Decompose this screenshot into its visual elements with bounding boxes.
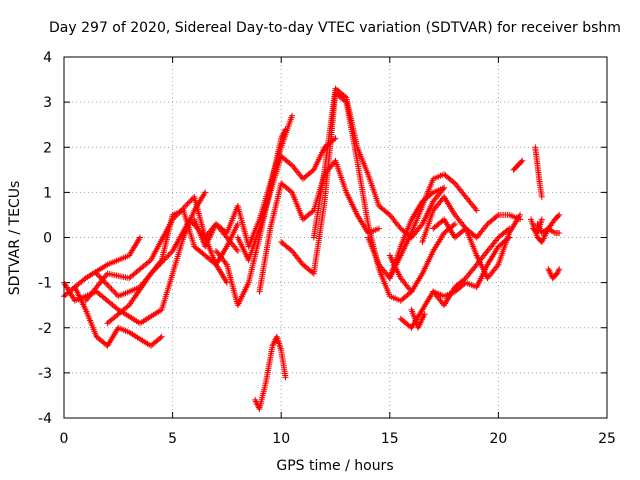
chart-title: Day 297 of 2020, Sidereal Day-to-day VTE… [49, 20, 621, 36]
series-markers-5 [104, 216, 241, 327]
grid-lines [64, 57, 607, 418]
series-markers-18 [419, 193, 524, 245]
y-tick-label-5: 1 [43, 185, 52, 201]
x-tick-label-0: 0 [60, 431, 69, 447]
x-tick-label-5: 25 [598, 431, 616, 447]
x-tick-label-4: 20 [489, 431, 507, 447]
series-markers-1 [71, 284, 165, 349]
series-track-23 [534, 221, 563, 236]
x-tick-label-3: 15 [381, 431, 399, 447]
y-tick-label-6: 2 [43, 140, 52, 156]
series-track-17 [430, 234, 513, 300]
y-tick-label-3: -1 [38, 276, 52, 292]
y-tick-label-2: -2 [38, 321, 52, 337]
y-tick-label-7: 3 [43, 95, 52, 111]
series-markers-24 [510, 157, 526, 173]
x-axis-label: GPS time / hours [276, 458, 393, 474]
series-markers-16 [430, 234, 513, 300]
data-points [61, 85, 563, 412]
series-track-12 [310, 85, 448, 241]
series-track-26 [545, 266, 563, 282]
series-markers-23 [532, 144, 545, 200]
y-tick-label-4: 0 [43, 231, 52, 247]
series-track-27 [252, 333, 289, 412]
series-track-25 [510, 157, 526, 173]
series-track-18 [430, 211, 524, 282]
y-axis-label: SDTVAR / TECUs [7, 181, 23, 296]
tick-labels: 0 5 10 15 20 25 -4 -3 -2 -1 0 1 2 3 4 [38, 50, 616, 447]
y-tick-label-1: -3 [38, 366, 52, 382]
series-markers-11 [310, 85, 448, 241]
x-tick-label-2: 10 [272, 431, 290, 447]
series-markers-22 [534, 221, 563, 236]
series-track-15 [386, 171, 480, 282]
series-track-24 [532, 144, 545, 200]
series-track-19 [419, 193, 524, 245]
series-track-20 [408, 306, 428, 331]
series-markers-25 [545, 266, 563, 282]
y-tick-label-0: -4 [38, 411, 52, 427]
series-markers-14 [386, 171, 480, 282]
series-markers-17 [430, 211, 524, 282]
series-markers-26 [252, 333, 289, 412]
series-track-6 [104, 216, 241, 327]
series-track-9 [234, 135, 339, 264]
x-tick-label-1: 5 [168, 431, 177, 447]
series-markers-8 [234, 135, 339, 264]
plot-border [63, 56, 608, 419]
series-track-2 [71, 284, 165, 349]
y-tick-label-8: 4 [43, 50, 52, 66]
series-markers-19 [408, 306, 428, 331]
